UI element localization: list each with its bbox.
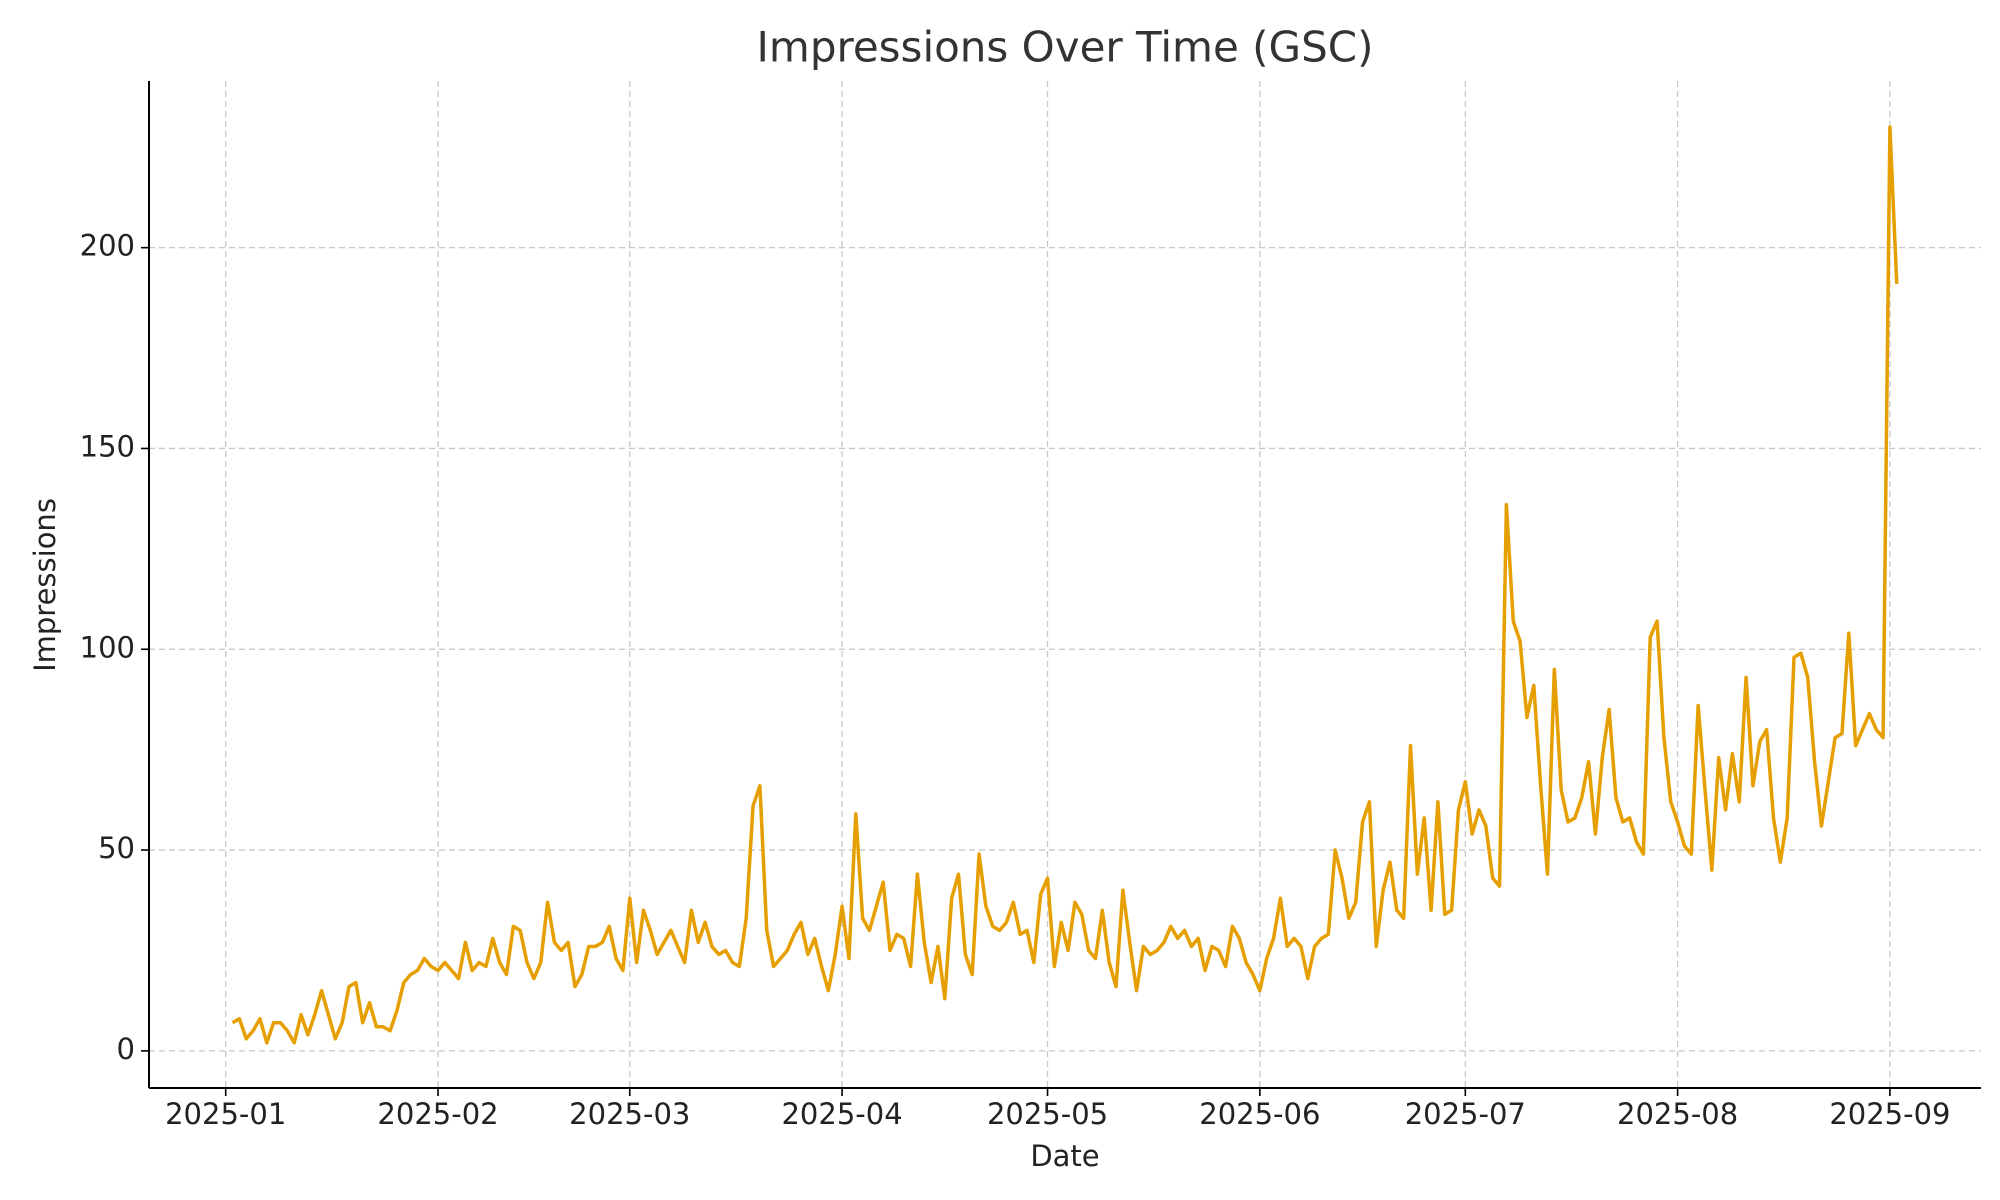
x-tick-label: 2025-04 xyxy=(781,1097,902,1131)
x-tick-label: 2025-05 xyxy=(987,1097,1108,1131)
y-tick-label: 0 xyxy=(117,1032,135,1066)
y-tick-label: 50 xyxy=(98,831,135,865)
x-tick-label: 2025-02 xyxy=(377,1097,498,1131)
data-line xyxy=(231,125,1899,1045)
chart-title: Impressions Over Time (GSC) xyxy=(757,23,1374,72)
y-tick-label: 100 xyxy=(80,630,135,664)
x-tick-label: 2025-07 xyxy=(1405,1097,1526,1131)
x-tick-label: 2025-03 xyxy=(569,1097,690,1131)
x-tick-label: 2025-08 xyxy=(1617,1097,1738,1131)
x-axis-label: Date xyxy=(1030,1139,1099,1173)
y-tick-label: 200 xyxy=(80,229,135,263)
y-tick-label: 150 xyxy=(80,429,135,463)
x-tick-label: 2025-06 xyxy=(1199,1097,1320,1131)
y-axis-label: Impressions xyxy=(28,498,62,672)
x-tick-label: 2025-01 xyxy=(165,1097,286,1131)
x-tick-label: 2025-09 xyxy=(1829,1097,1950,1131)
